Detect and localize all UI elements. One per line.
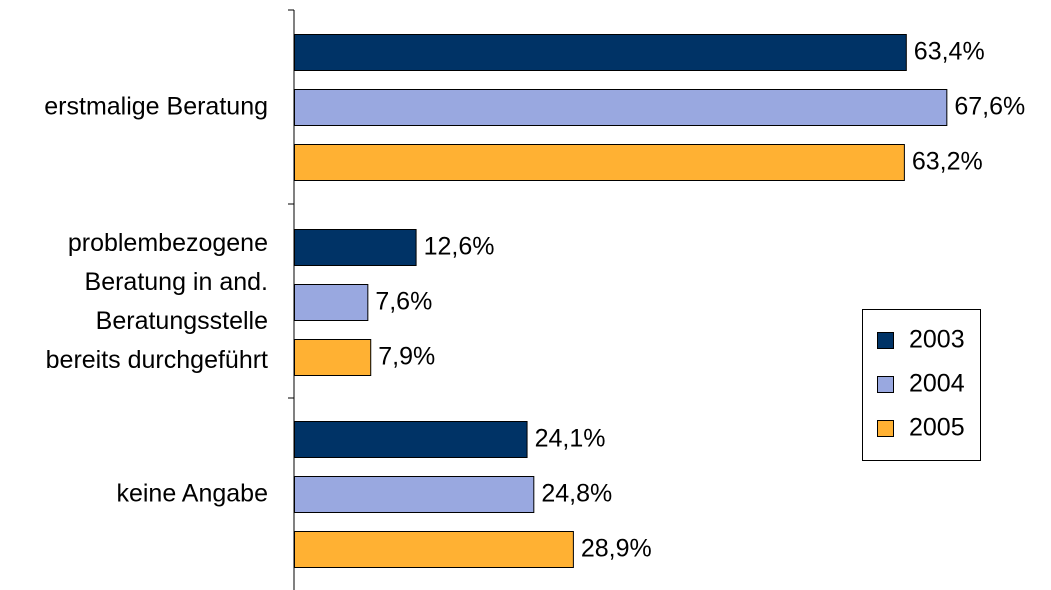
category-label: erstmalige Beratung: [44, 93, 268, 121]
legend-swatch-2003: [877, 332, 894, 349]
data-label: 24,1%: [535, 425, 606, 453]
bar-2005-1: [294, 144, 905, 181]
data-label: 7,9%: [378, 343, 435, 371]
legend: 2003 2004 2005: [862, 309, 981, 461]
legend-swatch-2005: [877, 420, 894, 437]
category-label: keine Angabe: [116, 480, 268, 508]
category-labels-layer: erstmalige Beratung problembezogene Beratu…: [44, 93, 268, 508]
legend-label-2003: 2003: [909, 326, 965, 354]
bar-2005-3: [294, 531, 574, 568]
data-label: 67,6%: [954, 93, 1025, 121]
data-label: 63,2%: [912, 148, 983, 176]
axis-layer: [288, 9, 295, 590]
category-label: problembezogene: [68, 229, 268, 257]
bar-2004-3: [294, 476, 535, 513]
category-label: Beratungsstelle: [96, 307, 268, 335]
data-label: 63,4%: [914, 38, 985, 66]
bar-2004-1: [294, 89, 948, 126]
bar-2004-2: [294, 284, 369, 321]
data-label: 28,9%: [581, 535, 652, 563]
data-label: 7,6%: [375, 288, 432, 316]
category-label: Beratung in and.: [85, 268, 268, 296]
bars-layer: [294, 34, 948, 568]
bar-2005-2: [294, 339, 372, 376]
category-label: bereits durchgeführt: [46, 346, 268, 374]
data-label: 12,6%: [424, 233, 495, 261]
legend-swatch-2004: [877, 376, 894, 393]
data-label: 24,8%: [541, 480, 612, 508]
bar-2003-2: [294, 229, 417, 266]
legend-label-2004: 2004: [909, 370, 965, 398]
legend-label-2005: 2005: [909, 414, 965, 442]
value-labels-layer: 63,4% 67,6% 63,2% 12,6% 7,6% 7,9% 24,1% 24,8% 28…: [375, 38, 1025, 563]
bar-2003-1: [294, 34, 907, 71]
bar-2003-3: [294, 421, 528, 458]
